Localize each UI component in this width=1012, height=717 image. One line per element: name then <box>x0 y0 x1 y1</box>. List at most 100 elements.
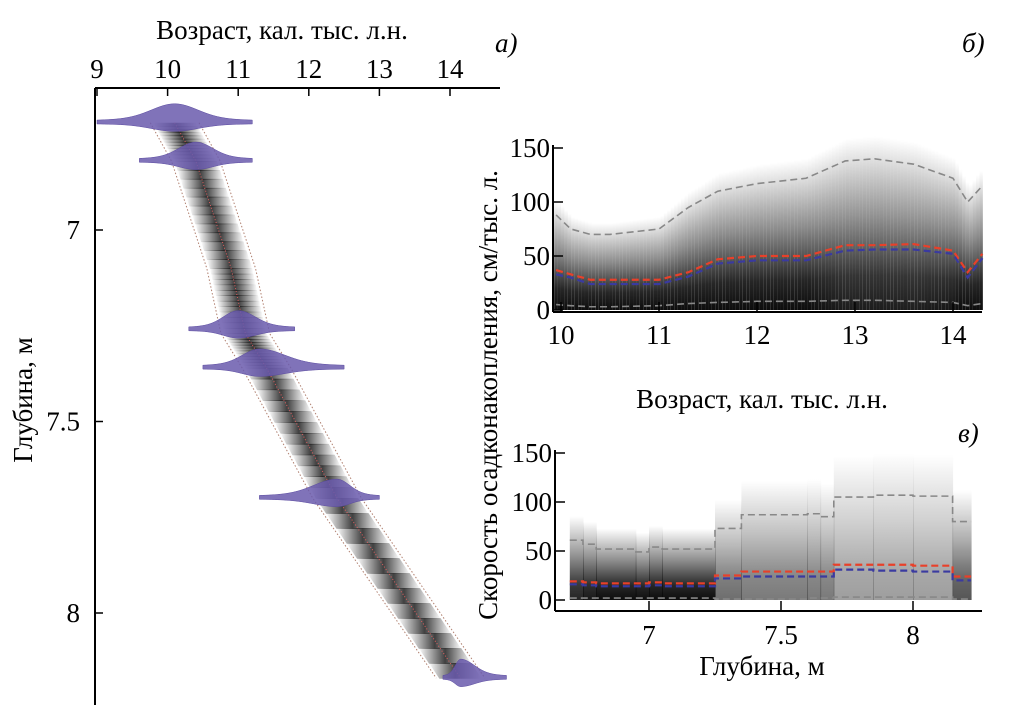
density-column <box>955 163 959 310</box>
density-column <box>917 143 922 310</box>
calibrated-date-distribution <box>442 658 507 687</box>
density-column <box>746 167 750 310</box>
density-block <box>596 528 637 600</box>
model-band-segment <box>204 250 250 260</box>
density-column <box>910 141 915 310</box>
density-column <box>718 173 723 310</box>
density-column <box>567 213 572 310</box>
density-column <box>873 136 877 310</box>
density-column <box>962 175 966 310</box>
panel-b-label: б) <box>962 28 985 58</box>
model-band-segment <box>274 422 323 434</box>
density-column <box>862 137 867 310</box>
density-column <box>711 177 716 310</box>
model-band-segment <box>183 187 229 198</box>
shared-y-axis-title: Скорость осадконакопления, см/тыс. л. <box>473 170 503 620</box>
density-block <box>952 490 972 600</box>
density-column <box>907 141 911 310</box>
model-band-segment <box>231 344 276 349</box>
density-column <box>849 138 853 310</box>
series-line-median <box>555 248 984 286</box>
panel-a-x-tick-label: 14 <box>437 54 465 84</box>
density-column <box>931 149 935 310</box>
density-column <box>626 221 630 310</box>
density-column <box>855 137 860 310</box>
model-band-segment <box>160 135 205 140</box>
density-column <box>773 162 778 310</box>
density-column <box>729 170 733 310</box>
density-block <box>569 516 584 600</box>
density-column <box>972 179 976 310</box>
density-column <box>564 209 568 310</box>
calibrated-date-distribution <box>139 141 253 170</box>
model-band-segment <box>326 513 379 529</box>
density-column <box>811 155 815 310</box>
density-column <box>780 161 784 310</box>
model-band-segment <box>215 295 260 302</box>
density-column <box>821 150 826 310</box>
density-block <box>833 455 874 600</box>
model-band-segment <box>268 411 318 423</box>
panel-a-label: а) <box>495 28 518 58</box>
panel-b-rate-vs-age: 10 11 12 13 14 0 50 100 150 <box>510 133 984 350</box>
panel-b-x-tick-label: 11 <box>646 320 672 350</box>
panel-c-rate-vs-depth: 7 7.5 8 0 50 100 150 <box>512 438 982 650</box>
density-column <box>879 136 884 310</box>
density-column <box>735 169 740 310</box>
density-column <box>897 139 901 310</box>
density-column <box>890 138 894 310</box>
panel-a-age-depth-model: 9 10 11 12 13 14 7 7.5 8 <box>46 54 507 705</box>
density-column <box>783 161 788 310</box>
model-band-segment <box>212 279 256 286</box>
density-column <box>777 162 781 310</box>
density-column <box>904 140 908 310</box>
density-column <box>612 222 616 310</box>
density-column <box>763 163 767 310</box>
density-column <box>732 170 736 310</box>
model-band-segment <box>398 618 451 634</box>
density-column <box>687 192 692 310</box>
density-column <box>674 204 678 310</box>
density-column <box>705 181 709 310</box>
model-band-segment <box>162 138 207 143</box>
density-column <box>660 215 664 310</box>
panel-c-x-tick-label: 8 <box>906 620 920 650</box>
panel-b-x-tick-label: 14 <box>940 320 968 350</box>
density-column <box>581 220 585 310</box>
density-column <box>619 221 623 310</box>
density-column <box>650 217 654 310</box>
panel-c-x-tick-label: 7 <box>642 620 656 650</box>
density-column <box>667 209 671 310</box>
density-column <box>770 163 774 310</box>
density-block <box>913 454 954 600</box>
density-column <box>876 136 880 310</box>
model-band-segment <box>357 558 410 574</box>
model-band-segment <box>198 232 244 243</box>
panel-a-y-tick-label: 7.5 <box>46 407 80 437</box>
density-column <box>952 158 956 310</box>
density-column <box>715 174 719 310</box>
model-band-segment <box>177 169 223 180</box>
density-column <box>643 218 647 310</box>
panel-a-x-tick-label: 12 <box>295 54 322 84</box>
density-column <box>969 183 973 310</box>
panel-a-x-tick-label: 10 <box>154 54 181 84</box>
model-band-segment <box>367 573 420 589</box>
density-column <box>629 220 633 310</box>
density-column <box>561 206 565 310</box>
density-column <box>787 160 791 310</box>
density-block <box>873 453 914 600</box>
panel-b-x-axis-title: Возраст, кал. тыс. л.н. <box>636 384 888 414</box>
density-column <box>722 172 726 310</box>
panel-b-y-tick-label: 0 <box>537 295 551 325</box>
density-column <box>948 156 952 310</box>
panel-b-y-tick-label: 100 <box>510 187 551 217</box>
density-column <box>976 175 980 310</box>
density-column <box>814 154 819 310</box>
density-column <box>759 164 764 310</box>
density-column <box>684 195 688 310</box>
density-column <box>639 219 644 310</box>
series-line-mean <box>555 243 984 281</box>
model-band-segment <box>286 443 335 456</box>
panel-a-x-axis-title: Возраст, кал. тыс. л.н. <box>156 15 408 45</box>
